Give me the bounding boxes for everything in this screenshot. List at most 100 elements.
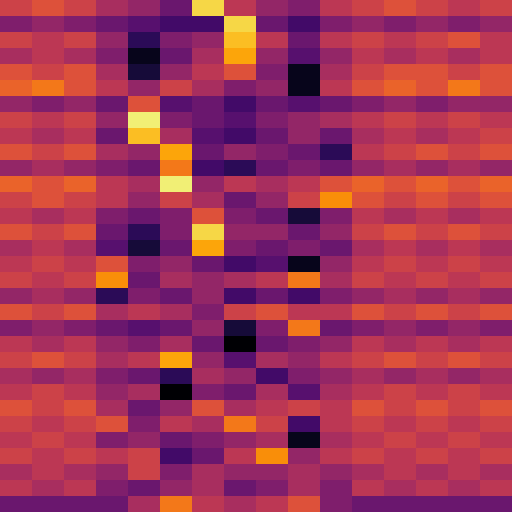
cell: [0, 480, 33, 497]
cell: [384, 464, 417, 481]
cell: [0, 224, 33, 241]
cell: [288, 32, 321, 49]
cell: [320, 32, 353, 49]
cell: [160, 368, 193, 385]
cell: [32, 384, 65, 401]
cell: [416, 432, 449, 449]
cell: [320, 464, 353, 481]
cell: [288, 16, 321, 33]
cell: [384, 80, 417, 97]
cell: [32, 192, 65, 209]
cell: [64, 384, 97, 401]
cell: [32, 480, 65, 497]
cell: [32, 352, 65, 369]
cell: [96, 384, 129, 401]
cell: [64, 368, 97, 385]
cell: [32, 256, 65, 273]
cell: [320, 0, 353, 17]
cell: [96, 432, 129, 449]
cell: [224, 0, 257, 17]
cell: [64, 208, 97, 225]
cell: [96, 256, 129, 273]
cell: [224, 64, 257, 81]
cell: [160, 352, 193, 369]
cell: [224, 192, 257, 209]
cells: [0, 0, 512, 512]
cell: [128, 16, 161, 33]
cell: [448, 336, 481, 353]
cell: [416, 112, 449, 129]
cell: [64, 400, 97, 417]
cell: [480, 272, 512, 289]
cell: [320, 400, 353, 417]
cell: [224, 208, 257, 225]
cell: [64, 416, 97, 433]
cell: [416, 176, 449, 193]
cell: [320, 448, 353, 465]
cell: [256, 144, 289, 161]
cell: [352, 384, 385, 401]
cell: [224, 176, 257, 193]
cell: [352, 464, 385, 481]
cell: [192, 368, 225, 385]
cell: [448, 448, 481, 465]
cell: [384, 288, 417, 305]
cell: [480, 368, 512, 385]
cell: [0, 112, 33, 129]
cell: [192, 16, 225, 33]
cell: [32, 400, 65, 417]
cell: [96, 320, 129, 337]
cell: [160, 48, 193, 65]
cell: [128, 96, 161, 113]
cell: [192, 160, 225, 177]
cell: [320, 208, 353, 225]
cell: [352, 32, 385, 49]
cell: [128, 400, 161, 417]
plot: [0, 0, 512, 512]
cell: [256, 128, 289, 145]
cell: [256, 304, 289, 321]
cell: [480, 64, 512, 81]
cell: [256, 272, 289, 289]
cell: [64, 112, 97, 129]
cell: [32, 240, 65, 257]
cell: [128, 48, 161, 65]
cell: [0, 128, 33, 145]
cell: [32, 0, 65, 17]
cell: [320, 128, 353, 145]
cell: [352, 96, 385, 113]
cell: [352, 432, 385, 449]
cell: [224, 304, 257, 321]
cell: [64, 336, 97, 353]
cell: [256, 320, 289, 337]
cell: [160, 320, 193, 337]
cell: [96, 144, 129, 161]
cell: [256, 336, 289, 353]
cell: [224, 432, 257, 449]
cell: [416, 464, 449, 481]
cell: [0, 96, 33, 113]
cell: [384, 64, 417, 81]
cell: [384, 448, 417, 465]
cell: [288, 240, 321, 257]
cell: [352, 448, 385, 465]
cell: [160, 464, 193, 481]
cell: [416, 192, 449, 209]
cell: [288, 208, 321, 225]
cell: [32, 288, 65, 305]
cell: [320, 352, 353, 369]
cell: [288, 496, 321, 512]
cell: [256, 384, 289, 401]
cell: [416, 288, 449, 305]
cell: [32, 432, 65, 449]
cell: [224, 272, 257, 289]
cell: [352, 336, 385, 353]
cell: [384, 32, 417, 49]
cell: [352, 480, 385, 497]
cell: [192, 32, 225, 49]
cell: [352, 368, 385, 385]
cell: [0, 0, 33, 17]
cell: [192, 320, 225, 337]
cell: [192, 208, 225, 225]
cell: [128, 144, 161, 161]
